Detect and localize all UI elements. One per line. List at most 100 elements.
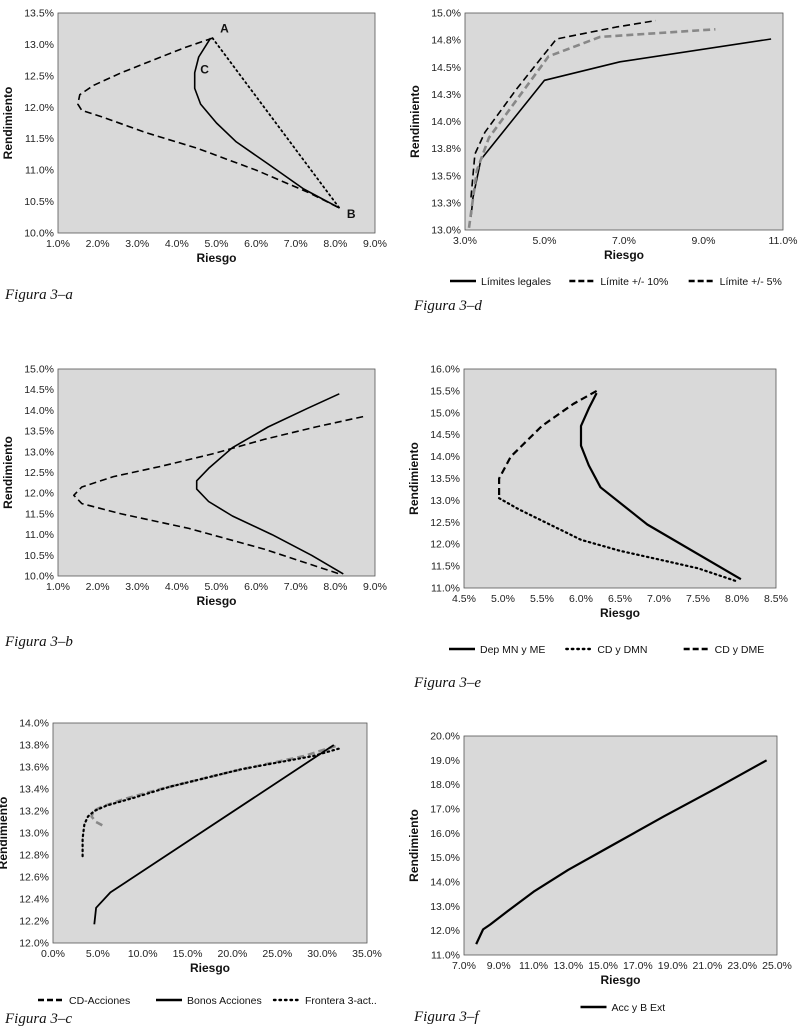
y-tick-label: 14.0% [19,718,49,730]
y-tick-label: 12.0% [430,539,460,551]
plot-area-f [463,735,778,956]
y-tick-label: 13.0% [431,225,461,237]
y-tick-label: 14.3% [431,89,461,101]
series-line-cd-y-dmn [497,497,739,583]
plot-area-e [463,368,777,589]
series-line-l-mite-10- [470,19,656,198]
legend-label: Acc y B Ext [612,1002,666,1014]
legend-label: Límite +/- 10% [600,276,668,288]
y-tick-label: 12.0% [19,938,49,950]
x-tick-label: 2.0% [86,581,110,593]
x-tick-label: 23.0% [727,960,757,972]
series-line-l-mite-5- [467,28,716,228]
x-tick-label: 15.0% [588,960,618,972]
y-tick-label: 13.0% [430,495,460,507]
x-tick-label: 5.0% [86,948,110,960]
chart-d-caption: Figura 3–d [414,298,482,314]
y-tick-label: 11.0% [431,583,460,595]
y-tick-label: 12.6% [19,872,49,884]
y-tick-label: 14.8% [431,35,461,47]
legend-label: Frontera 3-act.. [305,995,377,1007]
y-tick-label: 12.5% [24,467,54,479]
x-axis-label: Riesgo [196,594,236,608]
annotation-a: A [220,22,229,36]
x-tick-label: 3.0% [125,238,149,250]
y-tick-label: 10.5% [24,550,54,562]
x-tick-label: 21.0% [693,960,723,972]
y-tick-label: 13.5% [24,426,54,438]
y-tick-label: 14.5% [431,62,461,74]
y-tick-label: 20.0% [430,731,460,743]
chart-f-svg: 11.0% 12.0% 13.0% 14.0% 15.0% 16.0% 17.0% 18.0%… [407,731,792,1015]
chart-a-caption: Figura 3–a [5,287,73,303]
y-tick-label: 12.2% [19,916,49,928]
chart-panel-b: 10.0% 10.5% 11.0% 11.5% 12.0% 12.5% 13.0% 13.5%… [0,350,400,670]
y-tick-label: 14.0% [24,405,54,417]
x-tick-label: 30.0% [307,948,337,960]
x-tick-label: 35.0% [352,948,382,960]
y-tick-label: 15.0% [431,8,461,20]
y-tick-label: 13.0% [19,828,49,840]
x-tick-label: 1.0% [46,581,70,593]
series-line-a-2 [211,37,341,209]
x-axis-label: Riesgo [600,973,640,987]
y-tick-label: 13.0% [24,446,54,458]
plot-area-c [52,722,368,944]
x-tick-label: 9.0% [363,238,387,250]
plot-area-d [464,12,784,231]
series-line-b-0 [195,393,344,575]
y-tick-label: 11.5% [25,508,54,520]
x-tick-label: 6.0% [244,581,268,593]
y-tick-label: 15.0% [430,407,460,419]
y-tick-label: 13.5% [24,8,54,20]
y-tick-label: 10.0% [24,571,54,583]
y-tick-label: 17.0% [430,804,460,816]
y-tick-label: 13.8% [431,143,461,155]
y-axis-label: Rendimiento [1,87,15,160]
chart-e-caption: Figura 3–e [414,675,482,691]
legend-label: CD y DMN [597,644,647,656]
y-axis-label: Rendimiento [407,809,421,882]
chart-d-svg: 13.0% 13.3% 13.5% 13.8% 14.0% 14.3% 14.5% 14.8%… [408,8,798,289]
legend-label: CD y DME [715,644,765,656]
x-tick-label: 5.0% [491,593,515,605]
x-tick-label: 8.5% [764,593,788,605]
y-tick-label: 12.4% [19,894,49,906]
chart-panel-e: 11.0% 11.5% 12.0% 12.5% 13.0% 13.5% 14.0% 14.5%… [400,350,800,700]
plot-area-b [57,368,376,577]
x-tick-label: 15.0% [173,948,203,960]
x-tick-label: 5.0% [205,581,229,593]
legend-label: Dep MN y ME [480,644,545,656]
x-tick-label: 4.5% [452,593,476,605]
y-tick-label: 14.5% [24,384,54,396]
y-tick-label: 11.5% [431,561,460,573]
y-tick-label: 16.0% [430,364,460,376]
y-tick-label: 13.5% [431,170,461,182]
chart-e-svg: 11.0% 11.5% 12.0% 12.5% 13.0% 13.5% 14.0% 14.5%… [407,364,788,657]
y-tick-label: 13.4% [19,784,49,796]
series-line-a-1 [193,37,340,209]
x-tick-label: 8.0% [323,581,347,593]
legend-label: CD-Acciones [69,995,130,1007]
y-tick-label: 12.5% [24,70,54,82]
x-axis-label: Riesgo [190,961,230,975]
y-tick-label: 16.0% [430,828,460,840]
chart-f-caption: Figura 3–f [414,1009,479,1025]
y-tick-label: 14.0% [430,451,460,463]
x-tick-label: 2.0% [86,238,110,250]
x-tick-label: 25.0% [262,948,292,960]
x-tick-label: 17.0% [623,960,653,972]
series-line-acc-y-b-ext [475,759,768,945]
x-tick-label: 7.0% [612,235,636,247]
x-tick-label: 6.0% [569,593,593,605]
y-axis-label: Rendimiento [407,442,421,515]
x-tick-label: 25.0% [762,960,792,972]
series-line-frontera-3-act- [81,747,342,858]
x-tick-label: 3.0% [453,235,477,247]
y-tick-label: 13.5% [430,473,460,485]
chart-c-svg: 12.0% 12.2% 12.4% 12.6% 12.8% 13.0% 13.2% 13.4%… [0,718,382,1008]
y-tick-label: 11.0% [431,950,460,962]
y-tick-label: 15.0% [24,364,54,376]
x-tick-label: 11.0% [519,960,548,972]
y-tick-label: 12.0% [24,488,54,500]
